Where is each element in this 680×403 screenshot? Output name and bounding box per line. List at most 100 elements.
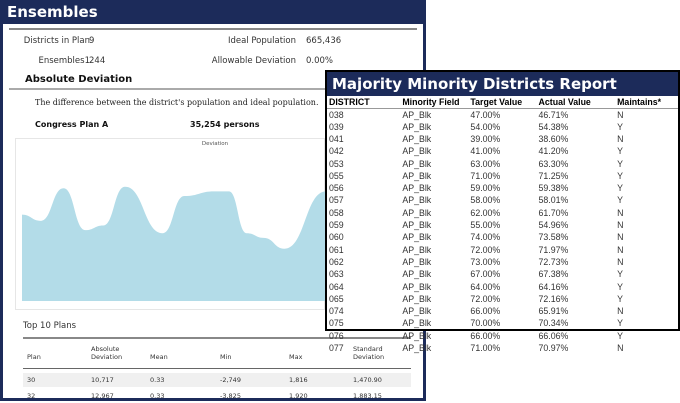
table-row[interactable]: 057 AP_Blk 58.00% 58.01% Y [327, 194, 678, 206]
table-cell: 62.00% [470, 207, 501, 218]
report-table: DISTRICT Minority Field Target Value Actual… [327, 96, 678, 354]
table-cell: 041 [329, 133, 344, 144]
table-cell: N [617, 133, 624, 144]
table-cell: AP_Blk [402, 195, 432, 206]
table-cell: Y [617, 121, 623, 132]
allowable-value: 0.00% [306, 56, 334, 66]
table-cell: 59.00% [470, 183, 501, 194]
summary-panel: Districts in Plan 9 Ensembles1 244 Ideal… [9, 28, 417, 90]
table-cell: N [617, 244, 624, 255]
col-absdev: Absolute Deviation [91, 345, 123, 361]
table-cell: 72.73% [538, 256, 569, 267]
plan-label: Congress Plan A [35, 120, 109, 129]
table-cell: 058 [329, 207, 344, 218]
table-row[interactable]: 038 AP_Blk 47.00% 46.71% N [327, 108, 678, 121]
districts-label: Districts in Plan [23, 36, 90, 46]
table-row[interactable]: 058 AP_Blk 62.00% 61.70% N [327, 207, 678, 219]
col-max: Max [289, 353, 303, 361]
table-cell: 41.20% [538, 146, 569, 157]
table-row[interactable]: 062 AP_Blk 73.00% 72.73% N [327, 256, 678, 268]
table-cell: N [617, 232, 624, 243]
column-header: DISTRICT [327, 96, 401, 109]
table-cell: AP_Blk [402, 306, 432, 317]
table-cell: 47.00% [470, 109, 501, 120]
table-cell: Y [617, 146, 623, 157]
table-cell: 056 [329, 183, 344, 194]
table-cell: Y [617, 195, 623, 206]
table-cell: AP_Blk [402, 232, 432, 243]
table-cell: 70.00% [470, 318, 501, 329]
table-cell: AP_Blk [402, 342, 432, 353]
table-cell: 73.00% [470, 256, 501, 267]
table-row[interactable]: 075 AP_Blk 70.00% 70.34% Y [327, 317, 678, 329]
table-row[interactable]: 061 AP_Blk 72.00% 71.97% N [327, 243, 678, 255]
table-cell: 71.00% [470, 170, 501, 181]
table-cell: AP_Blk [402, 220, 432, 231]
table-cell: N [617, 220, 624, 231]
table-cell: 67.38% [538, 269, 569, 280]
table-row[interactable]: 077 AP_Blk 71.00% 70.97% N [327, 342, 678, 354]
table-row[interactable]: 055 AP_Blk 71.00% 71.25% Y [327, 170, 678, 182]
table-cell: 54.38% [538, 121, 569, 132]
table-cell: 59.38% [538, 183, 569, 194]
cell: 1,920 [289, 392, 308, 400]
table-cell: 062 [329, 256, 344, 267]
table-cell: 70.97% [538, 342, 569, 353]
table-cell: 076 [329, 330, 344, 341]
table-row[interactable]: 063 AP_Blk 67.00% 67.38% Y [327, 268, 678, 280]
ideal-label: Ideal Population [227, 36, 296, 46]
table-cell: 39.00% [470, 133, 501, 144]
cell: 10,717 [91, 376, 114, 384]
table-cell: 72.00% [470, 244, 501, 255]
table-row[interactable]: 056 AP_Blk 59.00% 59.38% Y [327, 182, 678, 194]
table-cell: 66.00% [470, 330, 501, 341]
window-title: Ensembles [7, 3, 98, 21]
table-cell: 039 [329, 121, 344, 132]
col-std: Standard Deviation [353, 345, 385, 361]
table-row[interactable]: 042 AP_Blk 41.00% 41.20% Y [327, 145, 678, 157]
table-cell: Y [617, 293, 623, 304]
table-row[interactable]: 074 AP_Blk 66.00% 65.91% N [327, 305, 678, 317]
table-cell: Y [617, 170, 623, 181]
table-row[interactable]: 065 AP_Blk 72.00% 72.16% Y [327, 293, 678, 305]
table-cell: 057 [329, 195, 344, 206]
table-row[interactable]: 060 AP_Blk 74.00% 73.58% N [327, 231, 678, 243]
table-cell: 042 [329, 146, 344, 157]
table-cell: 71.25% [538, 170, 569, 181]
col-mean: Mean [150, 353, 168, 361]
table-cell: AP_Blk [402, 146, 432, 157]
districts-value: 9 [89, 36, 95, 46]
table-row[interactable]: 041 AP_Blk 39.00% 38.60% N [327, 133, 678, 145]
table-cell: Y [617, 281, 623, 292]
table-cell: Y [617, 269, 623, 280]
table-cell: 061 [329, 244, 344, 255]
column-header: Target Value [468, 96, 537, 109]
cell: 0.33 [150, 392, 165, 400]
table-cell: 72.16% [538, 293, 569, 304]
col-min: Min [220, 353, 232, 361]
table-row[interactable]: 30 10,717 0.33 -2,749 1,816 1,470.90 [23, 373, 411, 387]
cell: 1,470.90 [353, 376, 382, 384]
cell: 0.33 [150, 376, 165, 384]
table-cell: Y [617, 183, 623, 194]
table-cell: Y [617, 330, 623, 341]
table-row[interactable]: 064 AP_Blk 64.00% 64.16% Y [327, 280, 678, 292]
table-cell: 46.71% [538, 109, 569, 120]
table-cell: AP_Blk [402, 109, 432, 120]
column-header: Minority Field [400, 96, 469, 109]
table-cell: AP_Blk [402, 170, 432, 181]
cell: 1,816 [289, 376, 308, 384]
table-cell: 67.00% [470, 269, 501, 280]
table-row[interactable]: 32 12,967 0.33 -3,825 1,920 1,883.15 [23, 389, 411, 403]
table-row[interactable]: 059 AP_Blk 55.00% 54.96% N [327, 219, 678, 231]
table-cell: 055 [329, 170, 344, 181]
table-cell: 55.00% [470, 220, 501, 231]
table-cell: 54.00% [470, 121, 501, 132]
table-row[interactable]: 053 AP_Blk 63.00% 63.30% Y [327, 157, 678, 169]
table-cell: 72.00% [470, 293, 501, 304]
table-row[interactable]: 039 AP_Blk 54.00% 54.38% Y [327, 121, 678, 133]
table-cell: 074 [329, 306, 344, 317]
table-row[interactable]: 076 AP_Blk 66.00% 66.06% Y [327, 330, 678, 342]
cell: -3,825 [220, 392, 241, 400]
column-header: Maintains* [615, 96, 678, 109]
